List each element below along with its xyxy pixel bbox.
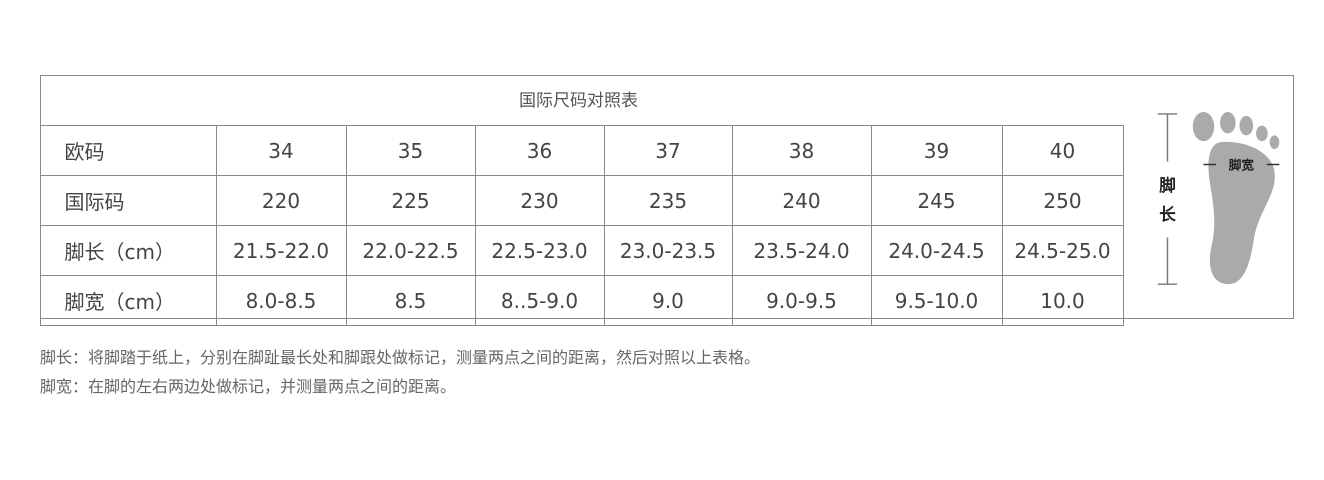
table-cell: 23.5-24.0	[731, 225, 872, 276]
table-row: 脚宽（cm） 8.0-8.5 8.5 8..5-9.0 9.0 9.0-9.5 9.5-10…	[39, 275, 1124, 326]
table-cell: 250	[1001, 175, 1124, 226]
row-label: 国际码	[39, 175, 217, 226]
length-label-1: 脚	[1159, 175, 1176, 195]
foot-diagram: 脚 长 脚宽	[1157, 111, 1280, 285]
table-cell: 24.5-25.0	[1001, 225, 1124, 276]
width-label: 脚宽	[1229, 157, 1255, 172]
table-cell: 36	[474, 125, 605, 176]
table-cell: 8.5	[345, 275, 476, 326]
table-cell: 8..5-9.0	[474, 275, 605, 326]
table-cell: 21.5-22.0	[215, 225, 347, 276]
table-row: 脚长（cm） 21.5-22.0 22.0-22.5 22.5-23.0 23.0-23…	[39, 225, 1124, 276]
table-row: 欧码 34 35 36 37 38 39 40	[39, 125, 1124, 176]
note-length: 脚长：将脚踏于纸上，分别在脚趾最长处和脚跟处做标记，测量两点之间的距离，然后对照…	[40, 348, 761, 367]
table-cell: 235	[603, 175, 733, 226]
table-cell: 8.0-8.5	[215, 275, 347, 326]
table-cell: 35	[345, 125, 476, 176]
table-cell: 22.5-23.0	[474, 225, 605, 276]
table-cell: 230	[474, 175, 605, 226]
table-cell: 240	[731, 175, 872, 226]
table-cell: 245	[870, 175, 1003, 226]
table-cell: 23.0-23.5	[603, 225, 733, 276]
table-cell: 9.0-9.5	[731, 275, 872, 326]
table-cell: 40	[1001, 125, 1124, 176]
size-chart: 国际尺码对照表 欧码 34 35 36 37 38 39 40 国际码 220 225 230 235 2…	[39, 75, 1294, 326]
table-cell: 220	[215, 175, 347, 226]
length-bracket-icon	[1157, 113, 1178, 285]
table-cell: 9.5-10.0	[870, 275, 1003, 326]
row-label: 脚长（cm）	[39, 225, 217, 276]
table-cell: 10.0	[1001, 275, 1124, 326]
table-cell: 34	[215, 125, 347, 176]
table-cell: 225	[345, 175, 476, 226]
table-cell: 22.0-22.5	[345, 225, 476, 276]
table-cell: 24.0-24.5	[870, 225, 1003, 276]
table-row: 国际码 220 225 230 235 240 245 250	[39, 175, 1124, 226]
length-label-2: 长	[1159, 204, 1176, 224]
foot-icon	[1192, 111, 1280, 285]
note-width: 脚宽：在脚的左右两边处做标记，并测量两点之间的距离。	[40, 377, 457, 396]
chart-title: 国际尺码对照表	[519, 91, 638, 111]
table-cell: 39	[870, 125, 1003, 176]
row-label: 脚宽（cm）	[39, 275, 217, 326]
row-label: 欧码	[39, 125, 217, 176]
table-cell: 9.0	[603, 275, 733, 326]
table-cell: 38	[731, 125, 872, 176]
size-table: 欧码 34 35 36 37 38 39 40 国际码 220 225 230 235 240 245 250…	[39, 125, 1124, 326]
table-cell: 37	[603, 125, 733, 176]
